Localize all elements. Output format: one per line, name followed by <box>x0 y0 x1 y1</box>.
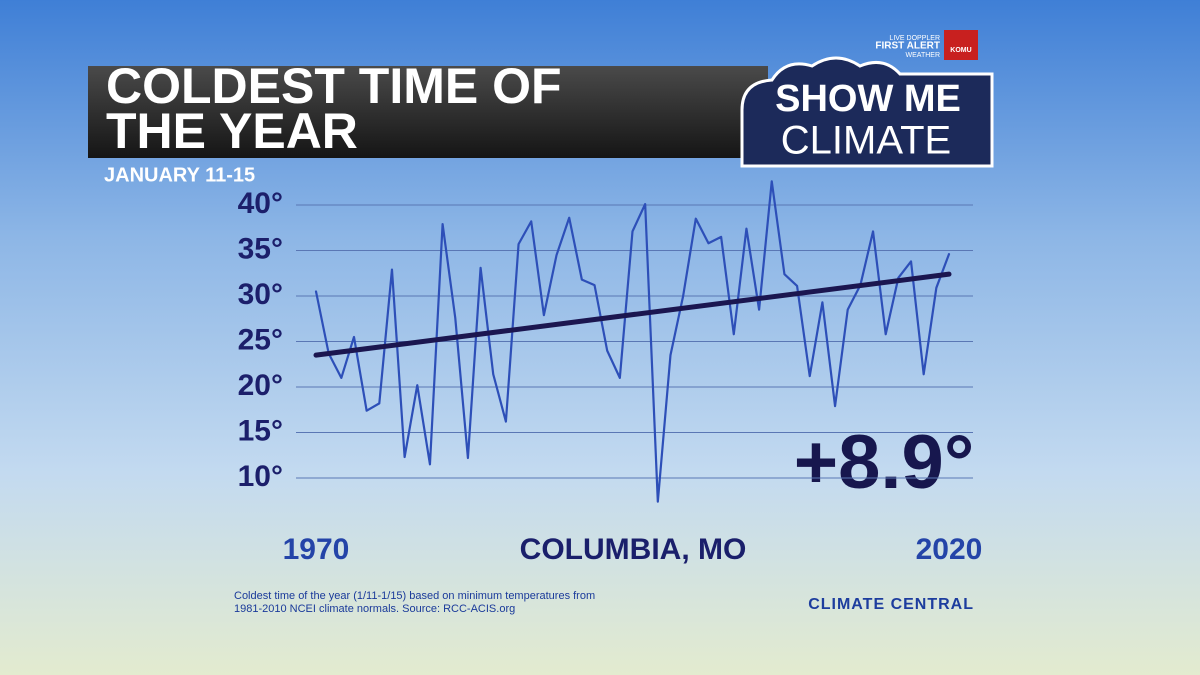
footnote: 1981-2010 NCEI climate normals. Source: … <box>234 603 515 615</box>
trend-line <box>313 271 952 358</box>
y-tick-label: 35° <box>238 232 283 265</box>
logo-text: SHOW ME <box>775 78 961 120</box>
data-line <box>314 180 951 503</box>
y-tick-label: 20° <box>238 369 283 402</box>
logo-text: FIRST ALERT <box>875 41 940 52</box>
annotation: +8.9° <box>794 420 974 505</box>
station-logo <box>944 30 978 60</box>
y-tick-label: 15° <box>238 414 283 447</box>
source-logo: CLIMATE CENTRAL <box>808 596 974 613</box>
footnote: Coldest time of the year (1/11-1/15) bas… <box>234 590 595 602</box>
plot: 10° 15° 20° 25° 30° 35° 40° 1970 2020 <box>238 180 983 566</box>
title-band <box>88 66 768 158</box>
title: THE YEAR <box>106 103 358 159</box>
y-tick-label: 25° <box>238 323 283 356</box>
x-tick-label: 2020 <box>916 533 983 566</box>
logo-text: KOMU <box>950 47 971 54</box>
logo-text: CLIMATE <box>781 119 951 163</box>
title: COLDEST TIME OF <box>106 58 562 114</box>
y-tick-label: 40° <box>238 187 283 220</box>
logo-text: WEATHER <box>906 52 940 59</box>
x-tick-label: 1970 <box>283 533 350 566</box>
subtitle: JANUARY 11-15 <box>104 164 255 186</box>
logo-text: LIVE DOPPLER <box>889 35 940 42</box>
show-me-logo <box>740 56 994 168</box>
y-tick-label: 30° <box>238 278 283 311</box>
y-tick-label: 10° <box>238 460 283 493</box>
location: COLUMBIA, MO <box>520 533 747 566</box>
